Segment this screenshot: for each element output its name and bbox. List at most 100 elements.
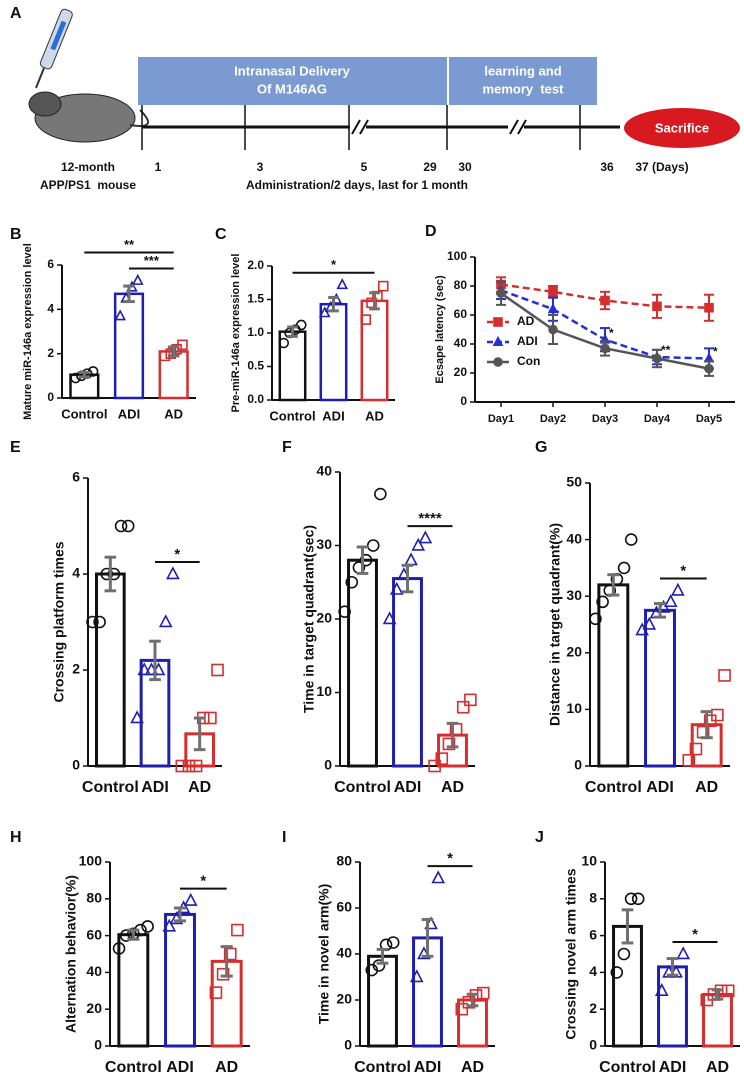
y-tick-label: 60	[86, 926, 102, 942]
y-tick-label: 0	[47, 390, 54, 404]
point	[336, 278, 349, 290]
panel-label: A	[10, 5, 22, 22]
y-tick-label: 0	[72, 757, 80, 773]
y-tick-label: 40	[566, 530, 582, 546]
y-tick-label: 40	[86, 963, 102, 979]
bar	[319, 302, 348, 402]
y-tick-label: 50	[566, 474, 582, 490]
significance-label: *	[692, 926, 698, 943]
point	[610, 966, 624, 979]
panel-label: H	[10, 829, 22, 846]
point	[652, 353, 662, 364]
x-tick-label: AD	[461, 1059, 484, 1076]
point	[631, 892, 645, 906]
y-tick-label: 2.0	[247, 258, 264, 272]
y-tick-label: 0	[589, 1037, 597, 1053]
point	[704, 302, 714, 313]
point	[372, 959, 386, 972]
y-tick-label: 2	[72, 661, 80, 677]
point	[624, 533, 638, 546]
point	[130, 710, 144, 724]
mouse-label: 12-month	[61, 160, 115, 174]
point	[100, 567, 114, 581]
point	[404, 552, 418, 566]
significance-label: *	[713, 345, 718, 359]
bar	[657, 965, 688, 1048]
day-label: 1	[155, 160, 162, 174]
point	[596, 595, 609, 609]
panel-label: C	[215, 226, 227, 243]
x-tick-label: AD	[695, 779, 718, 796]
y-tick-label: 20	[454, 365, 468, 379]
y-tick-label: 4	[72, 565, 80, 581]
x-tick-label: ADI	[659, 1059, 687, 1076]
endpoint-text: Sacrifice	[655, 120, 709, 135]
point	[654, 983, 669, 997]
y-tick-label: 40	[454, 336, 468, 350]
x-tick-label: Control	[269, 408, 315, 423]
point	[455, 1002, 469, 1016]
y-tick-label: 80	[336, 853, 352, 869]
y-axis-label: Crossing platform times	[51, 541, 67, 702]
legend-label: Con	[517, 354, 540, 368]
point	[547, 303, 559, 314]
y-tick-label: 100	[447, 249, 467, 263]
bar	[94, 572, 126, 768]
y-axis-label: Crossing novel arm times	[563, 868, 579, 1039]
x-tick-label: Control	[599, 1059, 656, 1076]
bar	[392, 577, 423, 768]
bar-text: memory test	[483, 81, 565, 96]
y-tick-label: 30	[566, 587, 582, 603]
point	[295, 319, 307, 331]
day-label: 3	[257, 160, 264, 174]
bar	[278, 330, 307, 402]
point	[112, 942, 126, 955]
point	[345, 575, 359, 589]
point	[183, 892, 198, 906]
x-tick-label: AD	[215, 1059, 238, 1076]
point	[216, 967, 230, 981]
point	[682, 754, 696, 767]
bar	[644, 608, 676, 768]
significance-label: *	[680, 563, 686, 580]
point	[209, 986, 223, 999]
x-tick-label: Day4	[644, 413, 671, 425]
y-tick-label: 100	[79, 853, 103, 869]
y-tick-label: 20	[86, 1000, 102, 1016]
point	[119, 929, 133, 942]
day-label: 5	[361, 160, 368, 174]
point	[704, 363, 714, 374]
point	[624, 892, 638, 906]
y-tick-label: 0	[460, 394, 467, 408]
point	[386, 936, 400, 949]
y-tick-label: 6	[72, 469, 80, 485]
point	[338, 605, 351, 618]
x-tick-label: AD	[706, 1059, 729, 1076]
point	[711, 708, 724, 722]
y-axis-label: Mature miR-146a expression level	[22, 243, 34, 420]
point	[382, 611, 397, 625]
x-tick-label: ADI	[118, 406, 140, 421]
y-tick-label: 2	[589, 1000, 597, 1016]
panel-label: G	[535, 439, 547, 456]
point	[158, 614, 173, 628]
point	[462, 995, 476, 1009]
x-tick-label: Control	[354, 1059, 411, 1076]
point	[409, 969, 424, 983]
point	[428, 759, 441, 773]
y-tick-label: 6	[47, 257, 54, 271]
significance-label: *	[447, 850, 453, 867]
day-label: 36	[600, 160, 614, 174]
x-tick-label: Control	[61, 406, 107, 421]
point	[166, 566, 180, 580]
y-tick-label: 0	[324, 757, 332, 773]
significance-label: **	[124, 237, 135, 252]
point	[231, 923, 244, 937]
day-label: 30	[458, 160, 472, 174]
y-tick-label: 80	[86, 890, 102, 906]
y-tick-label: 20	[316, 610, 332, 626]
x-tick-label: ADI	[322, 408, 344, 423]
legend-marker	[493, 317, 503, 327]
y-tick-label: 4	[47, 302, 54, 316]
point	[689, 742, 703, 756]
